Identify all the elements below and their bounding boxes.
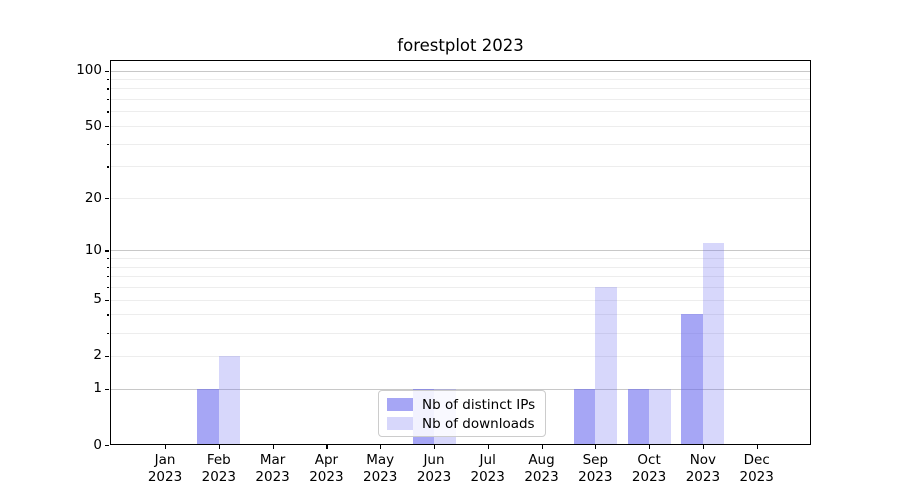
plot-area: Nb of distinct IPs Nb of downloads bbox=[105, 60, 811, 449]
y-tick-label-50: 50 bbox=[84, 117, 102, 134]
y-tick-label-5: 5 bbox=[93, 291, 102, 308]
y-tick-label-20: 20 bbox=[84, 189, 102, 206]
x-tick-apr bbox=[326, 445, 328, 449]
x-tick-feb bbox=[218, 445, 220, 449]
x-tick-jun bbox=[434, 445, 436, 449]
chart-bar-nov-distinct-ips bbox=[681, 314, 703, 445]
x-tick-jan bbox=[165, 445, 167, 449]
x-tick-label-dec: Dec 2023 bbox=[739, 452, 774, 485]
gridline-major-1 bbox=[110, 388, 811, 390]
x-tick-oct bbox=[649, 445, 651, 449]
x-tick-label-mar: Mar 2023 bbox=[255, 452, 290, 485]
y-minortick-8 bbox=[107, 266, 109, 268]
gridline-minor-30 bbox=[110, 166, 811, 168]
x-tick-mar bbox=[272, 445, 274, 449]
x-tick-nov bbox=[702, 445, 705, 449]
x-tick-may bbox=[380, 445, 382, 449]
gridline-minor-70 bbox=[110, 99, 811, 101]
gridline-minor-6 bbox=[110, 287, 811, 289]
gridline-minor-90 bbox=[110, 79, 811, 80]
y-minortick-9 bbox=[107, 258, 109, 260]
x-tick-sep bbox=[595, 445, 597, 449]
gridline-minor-4 bbox=[110, 314, 811, 316]
chart-bar-feb-downloads bbox=[218, 355, 241, 445]
gridline-minor-80 bbox=[110, 88, 811, 90]
y-tick-label-10: 10 bbox=[84, 241, 102, 258]
x-tick-label-jun: Jun 2023 bbox=[416, 452, 452, 485]
gridline-minor-40 bbox=[110, 143, 811, 145]
y-tick-0 bbox=[105, 445, 109, 447]
y-minortick-30 bbox=[107, 166, 109, 168]
gridline-minor-8 bbox=[110, 266, 811, 268]
legend: Nb of distinct IPs Nb of downloads bbox=[378, 390, 546, 437]
x-tick-label-jul: Jul 2023 bbox=[470, 452, 505, 485]
y-minortick-20 bbox=[107, 198, 109, 200]
chart-title: forestplot 2023 bbox=[397, 36, 524, 55]
gridline-minor-20 bbox=[110, 198, 811, 199]
y-minortick-7 bbox=[107, 276, 109, 278]
gridline-minor-60 bbox=[110, 111, 811, 113]
y-tick-label-1: 1 bbox=[93, 380, 102, 397]
gridline-minor-3 bbox=[110, 332, 811, 334]
legend-item-distinct-ips: Nb of distinct IPs bbox=[387, 396, 537, 413]
x-tick-jul bbox=[487, 445, 489, 449]
chart-bar-sep-distinct-ips bbox=[573, 388, 596, 445]
chart-bar-oct-downloads bbox=[649, 388, 671, 445]
y-minortick-2 bbox=[107, 355, 109, 358]
y-minortick-5 bbox=[107, 299, 109, 301]
gridline-minor-2 bbox=[110, 355, 811, 357]
x-tick-label-may: May 2023 bbox=[363, 452, 398, 485]
legend-swatch-distinct-ips-icon bbox=[387, 398, 413, 411]
y-tick-1 bbox=[105, 388, 109, 390]
y-minortick-3 bbox=[107, 332, 109, 334]
legend-label-distinct-ips: Nb of distinct IPs bbox=[422, 396, 536, 413]
x-tick-dec bbox=[756, 445, 758, 449]
x-tick-label-sep: Sep 2023 bbox=[578, 452, 613, 485]
legend-item-downloads: Nb of downloads bbox=[387, 415, 537, 432]
gridline-minor-9 bbox=[110, 258, 811, 260]
gridline-major-10 bbox=[110, 250, 811, 252]
gridline-major-100 bbox=[110, 70, 811, 72]
x-tick-label-nov: Nov 2023 bbox=[685, 452, 721, 485]
y-minortick-4 bbox=[107, 314, 109, 316]
y-tick-label-100: 100 bbox=[76, 62, 102, 78]
x-tick-label-oct: Oct 2023 bbox=[631, 452, 667, 485]
chart-bar-feb-distinct-ips bbox=[197, 388, 219, 445]
gridline-minor-7 bbox=[110, 276, 811, 278]
gridline-minor-5 bbox=[110, 299, 811, 301]
y-minortick-90 bbox=[107, 79, 109, 81]
gridline-minor-50 bbox=[110, 126, 811, 127]
y-tick-10 bbox=[105, 250, 109, 252]
chart-bar-oct-distinct-ips bbox=[627, 388, 650, 445]
y-tick-label-2: 2 bbox=[93, 347, 102, 364]
legend-swatch-downloads-icon bbox=[387, 417, 413, 430]
legend-label-downloads: Nb of downloads bbox=[422, 415, 535, 432]
x-tick-label-jan: Jan 2023 bbox=[147, 452, 183, 485]
y-minortick-70 bbox=[107, 99, 109, 101]
y-minortick-6 bbox=[107, 287, 109, 289]
y-tick-100 bbox=[105, 70, 109, 72]
y-minortick-50 bbox=[107, 126, 109, 128]
x-tick-label-feb: Feb 2023 bbox=[201, 452, 236, 485]
chart-bar-nov-downloads bbox=[702, 243, 725, 445]
chart-bar-sep-downloads bbox=[595, 287, 617, 445]
y-tick-label-0: 0 bbox=[93, 436, 102, 453]
y-minortick-60 bbox=[107, 111, 109, 113]
x-tick-label-apr: Apr 2023 bbox=[309, 452, 344, 485]
x-tick-aug bbox=[541, 445, 543, 449]
x-tick-label-aug: Aug 2023 bbox=[524, 452, 559, 485]
y-minortick-80 bbox=[107, 88, 109, 90]
y-minortick-40 bbox=[107, 143, 109, 145]
